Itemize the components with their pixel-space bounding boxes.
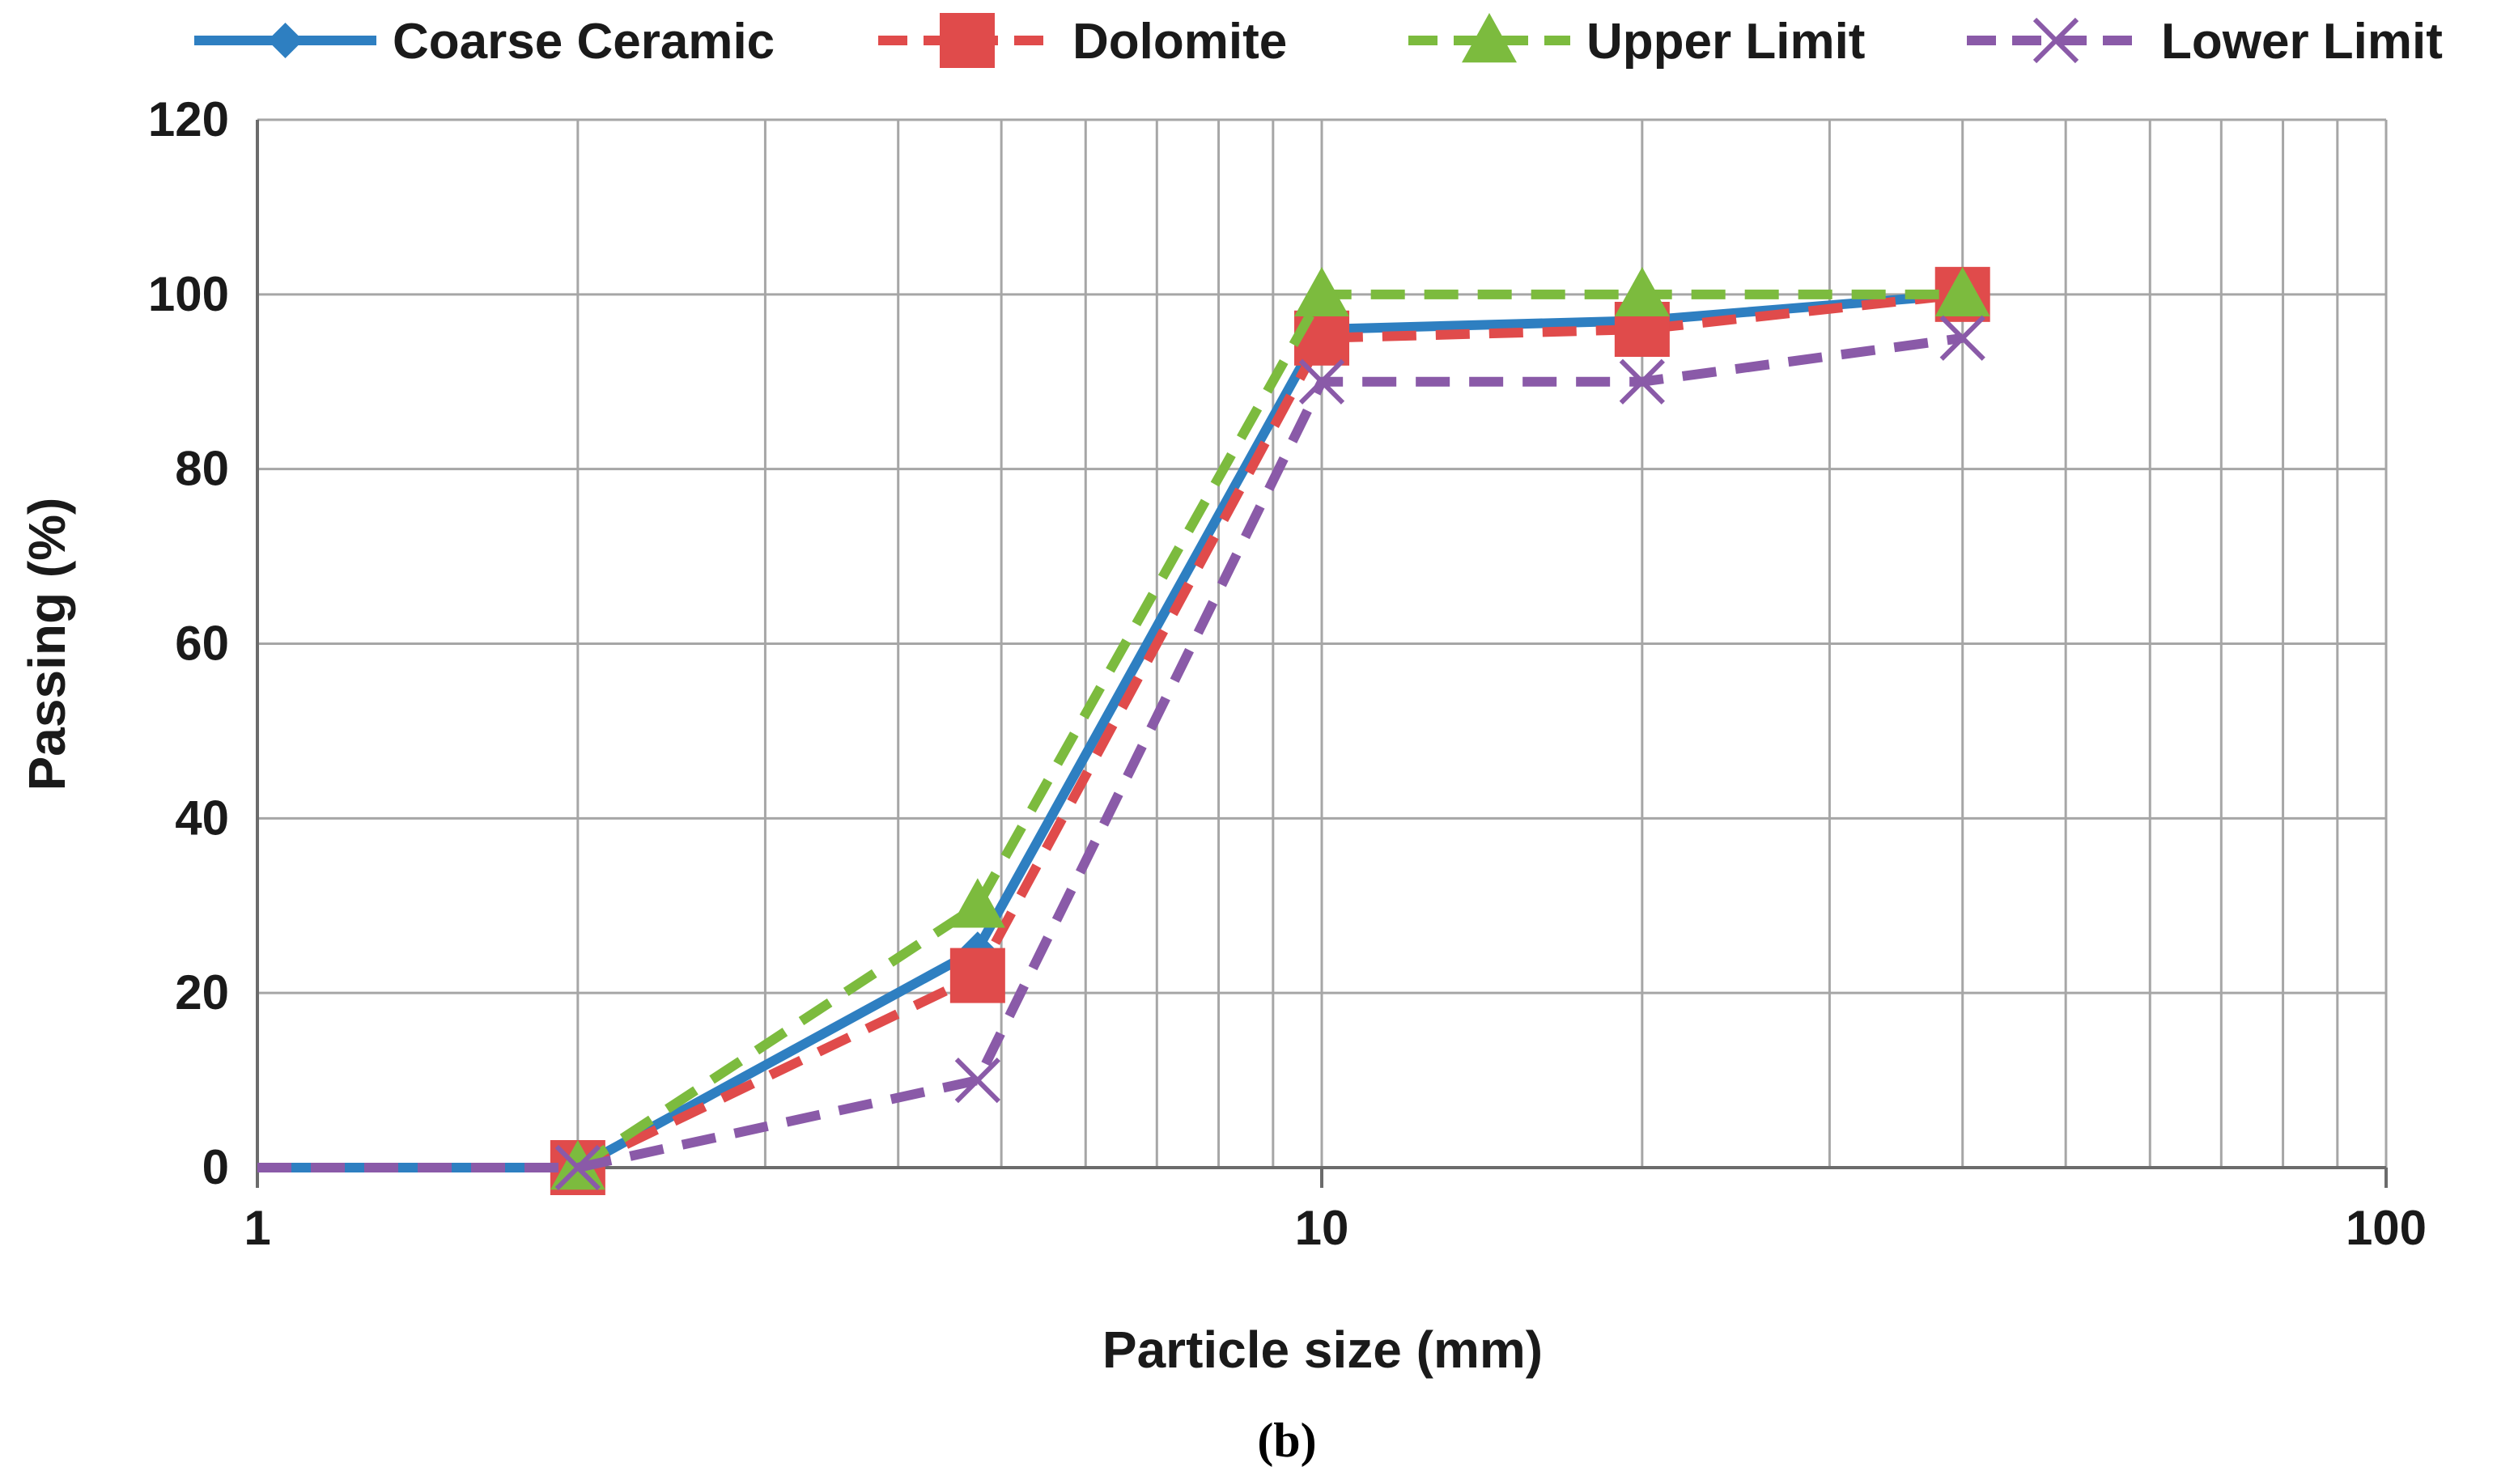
y-tick-label: 80: [175, 442, 229, 496]
data-point-lower-limit: [554, 1144, 601, 1191]
data-point-lower-limit: [1298, 358, 1345, 405]
legend-marker-upper-limit: [1462, 13, 1517, 63]
legend-label-dolomite: Dolomite: [1072, 14, 1287, 70]
y-tick-label: 0: [202, 1140, 229, 1194]
x-marker-stroke: [954, 1057, 1000, 1104]
data-point-dolomite: [949, 948, 1005, 1003]
legend-label-lower-limit: Lower Limit: [2161, 14, 2443, 70]
legend-item-upper-limit: Upper Limit: [1408, 13, 1865, 70]
x-marker-stroke: [1939, 315, 1985, 361]
figure-caption: (b): [1257, 1414, 1316, 1467]
series-line-upper-limit: [257, 289, 1963, 1172]
series-line-dolomite: [257, 289, 1964, 1172]
data-point-lower-limit: [1939, 315, 1985, 361]
y-tick-label: 100: [148, 267, 229, 321]
series-upper-limit: [257, 266, 1990, 1190]
x-marker-stroke: [1298, 358, 1345, 405]
legend-item-coarse-ceramic: Coarse Ceramic: [194, 14, 775, 70]
data-point-lower-limit: [954, 1057, 1000, 1104]
legend-label-coarse-ceramic: Coarse Ceramic: [393, 14, 775, 70]
series-line-coarse-ceramic: [257, 289, 1964, 1172]
y-tick-label: 20: [175, 965, 229, 1020]
data-point-upper-limit: [949, 878, 1005, 928]
series-layer: [257, 266, 1990, 1195]
y-tick-label: 120: [148, 92, 229, 146]
x-tick-label: 10: [1295, 1201, 1349, 1255]
legend-marker-lower-limit: [2032, 17, 2079, 64]
x-tick-label: 1: [244, 1201, 270, 1255]
y-tick-label: 60: [175, 617, 229, 671]
x-marker-stroke: [1619, 358, 1665, 405]
x-marker-stroke: [554, 1144, 601, 1191]
legend-item-dolomite: Dolomite: [878, 13, 1287, 70]
series-dolomite: [257, 266, 1990, 1195]
legend: Coarse Ceramic Dolomite Upper Limit Lower L…: [194, 13, 2443, 70]
series-lower-limit: [257, 315, 1985, 1191]
x-marker-stroke: [2032, 17, 2079, 64]
legend-marker-coarse-ceramic: [267, 23, 304, 58]
y-axis-title: Passing (%): [18, 498, 76, 791]
y-tick-label: 40: [175, 791, 229, 845]
data-point-upper-limit: [1934, 266, 1990, 317]
series-coarse-ceramic: [257, 276, 1981, 1185]
legend-label-upper-limit: Upper Limit: [1586, 14, 1865, 70]
legend-item-lower-limit: Lower Limit: [1967, 14, 2443, 70]
data-point-upper-limit: [1294, 266, 1349, 317]
x-tick-label: 100: [2346, 1201, 2427, 1255]
data-point-upper-limit: [1614, 266, 1670, 317]
data-point-lower-limit: [1619, 358, 1665, 405]
legend-marker-dolomite: [940, 13, 995, 68]
series-line-lower-limit: [257, 333, 1964, 1172]
x-axis-title: Particle size (mm): [1102, 1321, 1543, 1379]
